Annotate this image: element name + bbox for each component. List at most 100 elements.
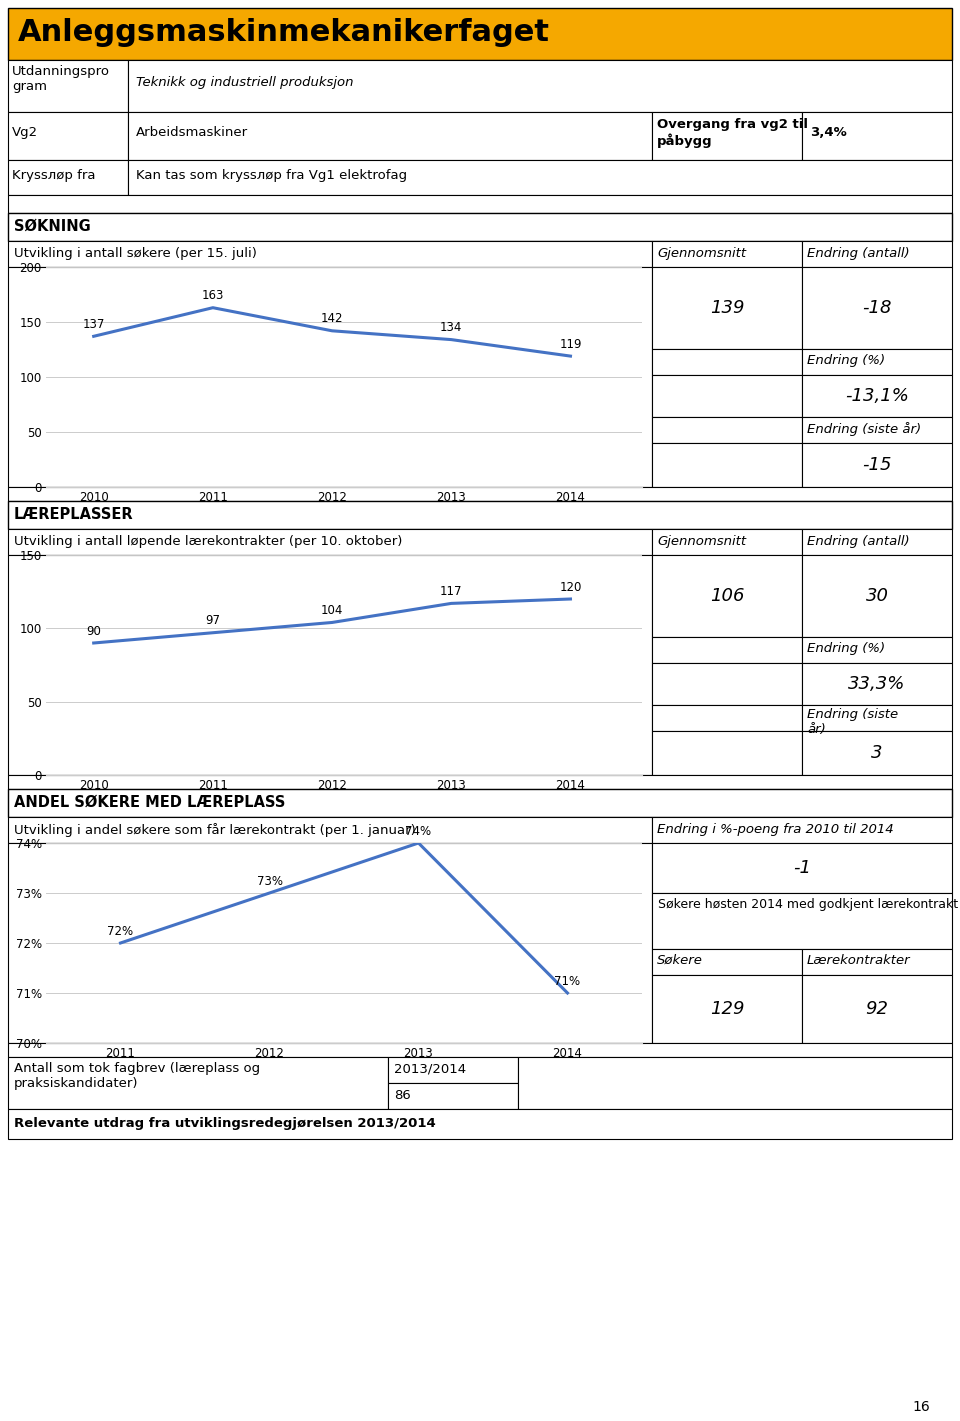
Bar [8,195,952,213]
Text: 129: 129 [709,1000,744,1017]
Text: 120: 120 [560,581,582,594]
Text: 163: 163 [202,290,224,303]
Text: Endring (antall): Endring (antall) [807,534,910,549]
Bar [802,705,952,730]
Bar [802,267,952,350]
Bar [802,443,952,487]
Bar [802,730,952,774]
Text: Vg2: Vg2 [12,126,38,139]
Text: 106: 106 [709,587,744,605]
Bar [802,112,952,161]
Bar [388,1057,518,1083]
Text: Utvikling i andel søkere som får lærekontrakt (per 1. januar): Utvikling i andel søkere som får lærekon… [14,823,416,837]
Text: 33,3%: 33,3% [849,675,905,693]
Text: -18: -18 [862,298,892,317]
Text: 137: 137 [83,318,105,331]
Text: 92: 92 [866,1000,889,1017]
Text: Kan tas som kryssлøp fra Vg1 elektrofag: Kan tas som kryssлøp fra Vg1 elektrofag [136,169,407,182]
Bar [8,112,128,161]
Text: 3,4%: 3,4% [810,126,847,139]
Bar [652,637,802,664]
Text: Endring (%): Endring (%) [807,642,885,655]
Bar [652,705,802,730]
Text: Arbeidsmaskiner: Arbeidsmaskiner [136,126,248,139]
Text: Utvikling i antall søkere (per 15. juli): Utvikling i antall søkere (per 15. juli) [14,247,257,260]
Bar [652,975,802,1043]
Text: Antall som tok fagbrev (læreplass og
praksiskandidater): Antall som tok fagbrev (læreplass og pra… [14,1061,260,1090]
Bar [802,529,952,556]
Bar [802,416,952,443]
Text: 73%: 73% [256,875,282,888]
Bar [802,556,952,637]
Text: 30: 30 [866,587,889,605]
Bar [8,774,952,789]
Bar [652,556,802,637]
Text: -13,1%: -13,1% [845,387,909,405]
Bar [652,350,802,375]
Text: Overgang fra vg2 til
påbygg: Overgang fra vg2 til påbygg [657,118,808,148]
Text: SØKNING: SØKNING [14,219,91,234]
Text: Gjennomsnitt: Gjennomsnitt [657,534,746,549]
Bar [518,1057,952,1108]
Bar [652,730,802,774]
Bar [652,416,802,443]
Text: Endring (siste
år): Endring (siste år) [807,708,899,736]
Bar [652,892,952,949]
Text: Utvikling i antall løpende lærekontrakter (per 10. oktober): Utvikling i antall løpende lærekontrakte… [14,534,402,549]
Bar [8,843,652,1043]
Bar [802,637,952,664]
Text: Endring i %-poeng fra 2010 til 2014: Endring i %-poeng fra 2010 til 2014 [657,823,894,836]
Bar [652,242,802,267]
Bar [802,350,952,375]
Text: 90: 90 [86,625,101,638]
Text: Søkere høsten 2014 med godkjent lærekontrakt per 1. januar 2015: Søkere høsten 2014 med godkjent lærekont… [658,898,960,911]
Text: Kryssлøp fra: Kryssлøp fra [12,169,95,182]
Bar [8,161,128,195]
Bar [8,556,652,774]
Text: Teknikk og industriell produksjon: Teknikk og industriell produksjon [136,75,353,90]
Bar [8,529,652,556]
Bar [8,213,952,242]
Text: 104: 104 [321,604,344,617]
Text: LÆREPLASSER: LÆREPLASSER [14,507,133,522]
Text: 134: 134 [440,321,463,334]
Text: 139: 139 [709,298,744,317]
Text: Lærekontrakter: Lærekontrakter [807,953,911,968]
Text: Endring (siste år): Endring (siste år) [807,422,922,436]
Bar [802,975,952,1043]
Text: 71%: 71% [555,975,581,988]
Bar [128,161,952,195]
Bar [802,375,952,416]
Text: Endring (antall): Endring (antall) [807,247,910,260]
Text: -15: -15 [862,456,892,475]
Text: 16: 16 [912,1400,930,1414]
Text: 86: 86 [394,1088,411,1103]
Bar [802,949,952,975]
Text: ANDEL SØKERE MED LÆREPLASS: ANDEL SØKERE MED LÆREPLASS [14,794,285,810]
Bar [652,375,802,416]
Text: Endring (%): Endring (%) [807,354,885,367]
Bar [652,949,802,975]
Text: Utdanningspro
gram: Utdanningspro gram [12,65,110,92]
Text: 142: 142 [321,313,344,325]
Bar [652,112,802,161]
Bar [388,1083,518,1108]
Bar [128,60,952,112]
Text: Gjennomsnitt: Gjennomsnitt [657,247,746,260]
Bar [8,817,652,843]
Bar [652,664,802,705]
Bar [802,664,952,705]
Bar [8,1108,952,1140]
Bar [8,1043,952,1057]
Text: 119: 119 [560,338,582,351]
Text: 72%: 72% [108,925,133,938]
Bar [8,1057,388,1108]
Bar [8,502,952,529]
Bar [652,529,802,556]
Bar [8,267,652,487]
Bar [652,443,802,487]
Text: Søkere: Søkere [657,953,703,968]
Bar [128,112,652,161]
Bar [8,242,652,267]
Bar [652,267,802,350]
